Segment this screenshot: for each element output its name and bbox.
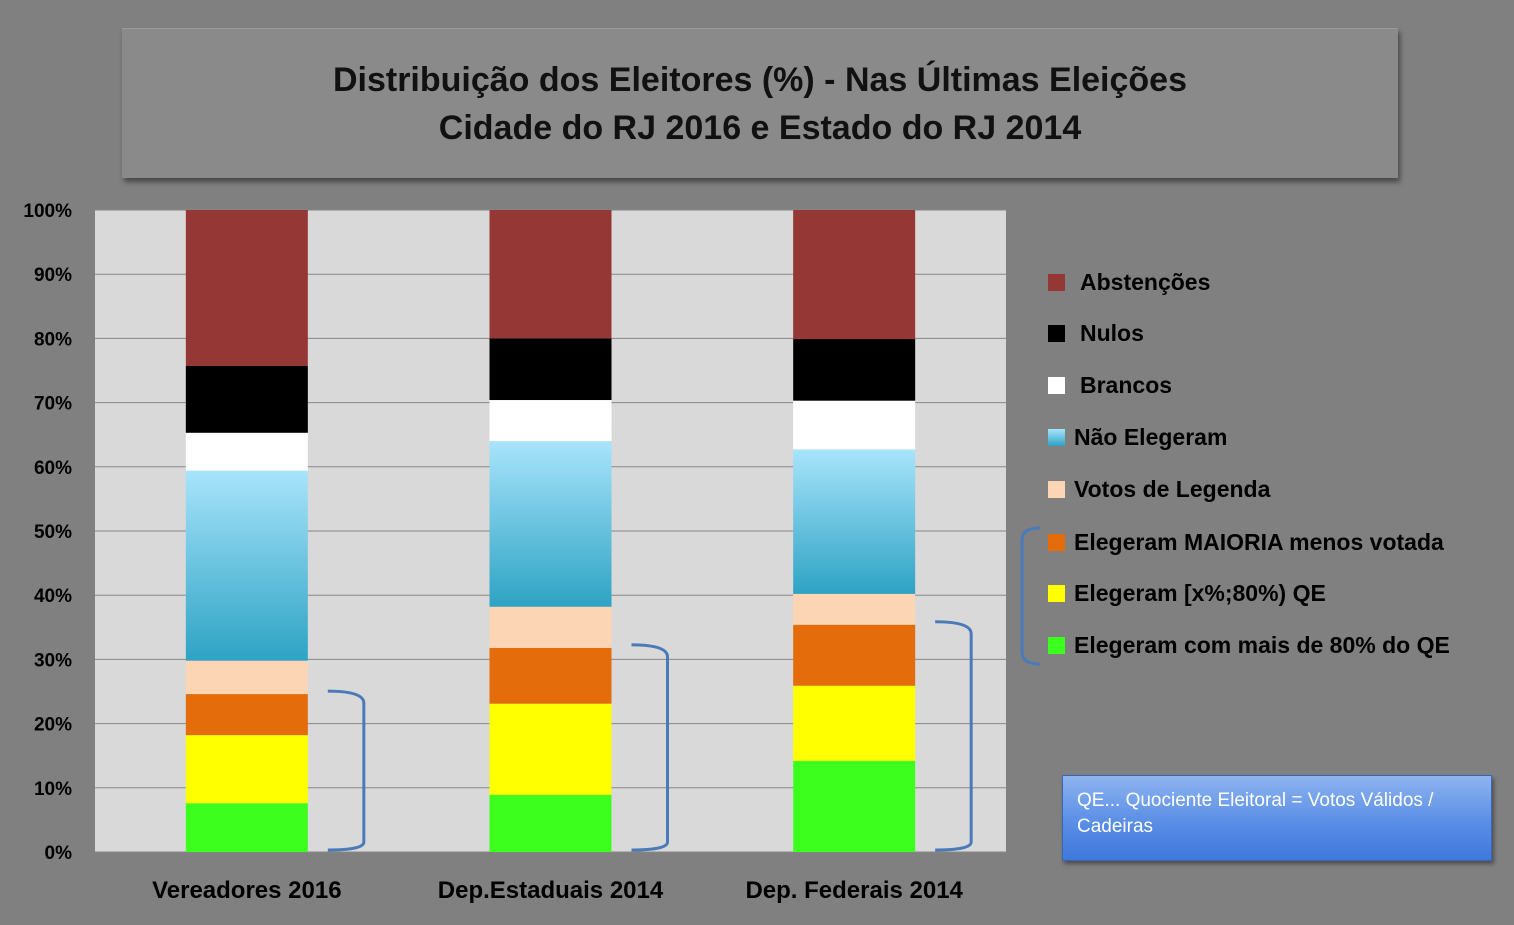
bar-segment: [489, 441, 612, 607]
chart-title: Distribuição dos Eleitores (%) - Nas Últ…: [332, 60, 1188, 99]
y-tick-label: 90%: [34, 265, 72, 286]
legend-item: Votos de Legenda: [1048, 469, 1270, 509]
bar-segment: [489, 606, 612, 648]
bar-segment: [489, 338, 612, 401]
legend-swatch: [1048, 428, 1065, 446]
bracket-elected: [631, 643, 669, 852]
legend-item: Brancos: [1048, 365, 1172, 405]
legend-item: Abstenções: [1048, 262, 1210, 302]
bar-segment: [793, 339, 916, 401]
bar-segment: [793, 624, 916, 686]
bar-segment: [185, 366, 308, 433]
y-tick-label: 30%: [34, 650, 72, 671]
x-category-label: Vereadores 2016: [152, 877, 341, 904]
bracket-elected: [935, 620, 973, 852]
bar-segment: [489, 703, 612, 795]
legend-swatch: [1048, 324, 1065, 342]
bar-segment: [793, 760, 916, 852]
y-tick-label: 40%: [34, 586, 72, 607]
bar-segment: [489, 210, 612, 339]
legend-swatch: [1048, 533, 1065, 551]
bar-segment: [185, 694, 308, 736]
bar-segment: [185, 210, 308, 367]
bar-segment: [793, 593, 916, 625]
legend-item: Elegeram MAIORIA menos votada: [1048, 522, 1444, 562]
bar-segment: [793, 685, 916, 761]
y-tick-label: 100%: [23, 201, 72, 222]
legend-label: Votos de Legenda: [1074, 475, 1271, 502]
note-text: QE... Quociente Eleitoral = Votos Válido…: [1077, 790, 1434, 837]
chart-title-box: Distribuição dos Eleitores (%) - Nas Últ…: [122, 28, 1398, 178]
y-tick-label: 70%: [34, 394, 72, 415]
legend-item: Nulos: [1048, 313, 1144, 353]
legend-swatch: [1048, 636, 1065, 654]
bar-segment: [489, 647, 612, 704]
legend-item: Elegeram [x%;80%) QE: [1048, 573, 1326, 613]
x-category-label: Dep. Federais 2014: [745, 877, 963, 904]
bracket-elected: [327, 689, 366, 852]
bar-segment: [489, 794, 612, 852]
legend-swatch: [1048, 584, 1065, 602]
chart-subtitle: Cidade do RJ 2016 e Estado do RJ 2014: [438, 108, 1082, 147]
legend-swatch: [1048, 480, 1065, 498]
bar-segment: [793, 400, 916, 450]
legend-bracket: [1020, 526, 1041, 666]
bar-segment: [489, 400, 612, 442]
y-tick-label: 0%: [45, 843, 73, 864]
y-tick-label: 10%: [34, 779, 72, 800]
bar-segment: [793, 210, 916, 340]
bar-segment: [185, 470, 308, 661]
legend-label: Brancos: [1080, 371, 1173, 398]
legend-label: Elegeram MAIORIA menos votada: [1074, 528, 1444, 555]
legend-label: Não Elegeram: [1074, 423, 1228, 450]
y-tick-label: 50%: [34, 522, 72, 543]
y-tick-label: 80%: [34, 329, 72, 350]
y-tick-label: 60%: [34, 458, 72, 479]
legend-item: Não Elegeram: [1048, 417, 1227, 457]
bar-segment: [185, 735, 308, 804]
bar-segment: [185, 660, 308, 695]
bar-segment: [185, 803, 308, 852]
legend-label: Abstenções: [1080, 268, 1211, 295]
bar-segment: [185, 432, 308, 471]
note-box: QE... Quociente Eleitoral = Votos Válido…: [1062, 775, 1492, 861]
legend-swatch: [1048, 376, 1065, 394]
legend-label: Nulos: [1080, 319, 1144, 346]
y-tick-label: 20%: [34, 715, 72, 736]
legend-label: Elegeram com mais de 80% do QE: [1074, 631, 1450, 658]
legend-label: Elegeram [x%;80%) QE: [1074, 579, 1326, 606]
legend-swatch: [1048, 273, 1065, 291]
x-category-label: Dep.Estaduais 2014: [438, 877, 664, 904]
bar-segment: [793, 449, 916, 594]
legend-item: Elegeram com mais de 80% do QE: [1048, 625, 1450, 665]
